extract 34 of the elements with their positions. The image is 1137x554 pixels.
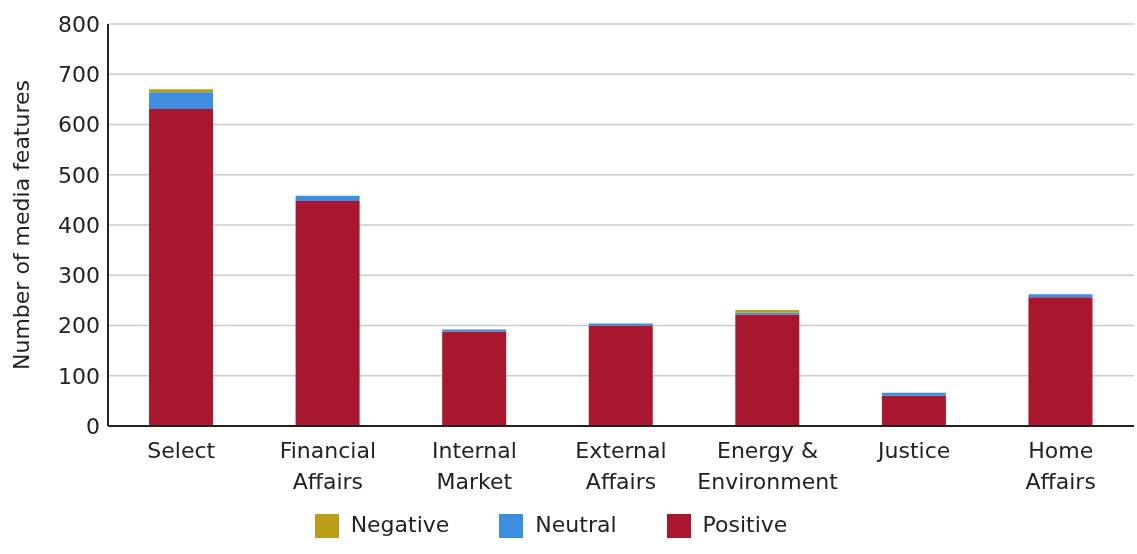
bar	[442, 331, 507, 426]
y-tick-label: 400	[58, 212, 100, 238]
bar	[735, 314, 800, 426]
x-tick-label: Internal Market	[432, 438, 517, 494]
legend-label: Negative	[350, 512, 450, 537]
x-tick-label: External Affairs	[575, 438, 667, 494]
bar	[588, 325, 653, 426]
bar	[149, 89, 214, 93]
y-tick-label: 0	[86, 413, 100, 439]
y-tick-label: 300	[58, 263, 100, 289]
x-tick-label: Financial Affairs	[279, 438, 377, 494]
legend-label: Positive	[702, 512, 788, 537]
y-tick-label: 100	[58, 363, 100, 389]
legend-label: Neutral	[535, 512, 617, 537]
y-axis-title: Number of media features	[8, 80, 34, 370]
bar	[149, 92, 214, 109]
bar	[881, 395, 946, 426]
y-tick-label: 600	[58, 112, 100, 138]
x-tick-label: Home Affairs	[1025, 438, 1096, 494]
bar	[1028, 297, 1093, 426]
x-tick-label: Energy & Environment	[697, 438, 839, 494]
y-tick-label: 500	[58, 162, 100, 188]
x-tick-label: Select	[147, 438, 216, 463]
y-tick-label: 800	[58, 11, 100, 37]
y-tick-label: 700	[58, 62, 100, 88]
bar	[1028, 294, 1093, 298]
bar	[881, 392, 946, 396]
bar	[149, 108, 214, 426]
bar	[295, 200, 360, 426]
bar	[588, 323, 653, 326]
bar	[442, 329, 507, 332]
bar	[295, 195, 360, 201]
y-tick-label: 200	[58, 313, 100, 339]
x-tick-label: Justice	[876, 438, 951, 463]
